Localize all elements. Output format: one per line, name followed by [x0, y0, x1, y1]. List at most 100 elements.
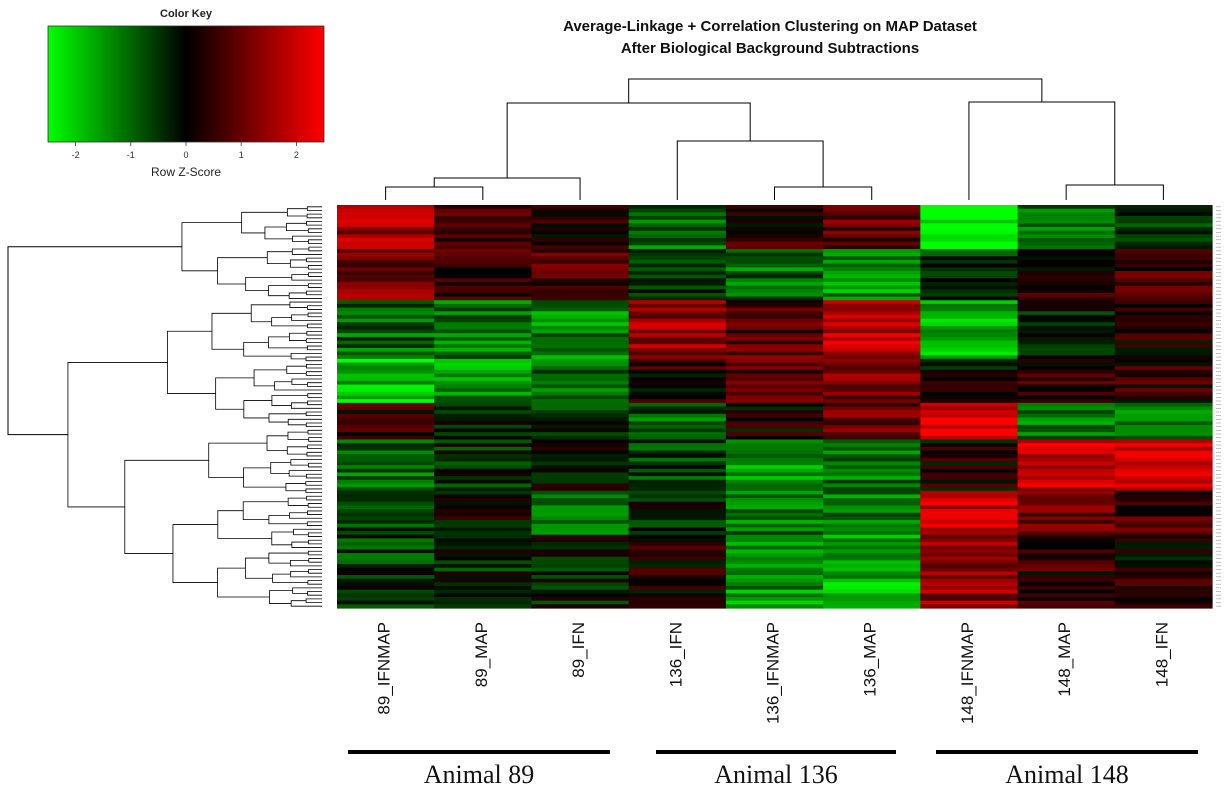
heatmap-cell	[725, 369, 824, 375]
heatmap-cell	[531, 578, 630, 583]
heatmap-cell	[1114, 263, 1213, 268]
heatmap-cell	[628, 292, 727, 298]
heatmap-cell	[920, 432, 1019, 437]
heatmap-cell	[1114, 351, 1213, 356]
heatmap-cell	[531, 509, 630, 514]
heatmap-cell	[337, 523, 435, 528]
heatmap-cell	[1017, 391, 1116, 397]
row-dendrogram-link	[287, 431, 309, 440]
heatmap-cell	[337, 490, 435, 496]
heatmap-cell	[823, 318, 921, 323]
heatmap-cell	[1114, 223, 1213, 228]
heatmap-cell	[920, 586, 1019, 591]
heatmap-cell	[920, 325, 1019, 331]
heatmap-cell	[531, 600, 630, 605]
heatmap-cell	[434, 498, 533, 503]
heatmap-cell	[337, 465, 435, 470]
heatmap-cell	[337, 498, 435, 503]
heatmap-cell	[531, 490, 630, 496]
heatmap-cell	[1114, 516, 1213, 521]
row-dendrogram-link	[307, 265, 322, 270]
heatmap-cell	[434, 553, 533, 558]
heatmap-cell	[823, 428, 921, 433]
heatmap-cell	[337, 406, 435, 411]
heatmap-cell	[920, 223, 1019, 228]
heatmap-cell	[337, 443, 435, 448]
heatmap-cell	[823, 424, 921, 430]
heatmap-cell	[531, 205, 630, 210]
heatmap-cell	[725, 358, 824, 364]
heatmap-cell	[434, 289, 533, 294]
heatmap-cell	[920, 424, 1019, 430]
row-dendrogram-link	[215, 377, 255, 410]
heatmap-cell	[628, 435, 727, 441]
heatmap-cell	[1017, 333, 1116, 338]
row-dendrogram-link	[288, 292, 322, 299]
heatmap-cell	[337, 479, 435, 485]
heatmap-cell	[823, 567, 921, 572]
heatmap-cell	[1114, 439, 1213, 444]
heatmap-cell	[337, 560, 435, 565]
row-dendrogram-link	[307, 532, 322, 537]
heatmap-cell	[1017, 402, 1116, 408]
heatmap-cell	[628, 380, 727, 386]
heatmap-cell	[628, 226, 727, 232]
heatmap-cell	[725, 208, 824, 213]
heatmap-cell	[434, 402, 533, 408]
heatmap-cell	[1017, 307, 1116, 312]
row-dendrogram-link	[243, 341, 292, 357]
column-dendrogram-link	[1065, 184, 1164, 200]
heatmap-cell	[1114, 564, 1213, 569]
heatmap-cell	[531, 307, 630, 312]
heatmap-cell	[725, 487, 824, 492]
heatmap-cell	[628, 285, 727, 290]
heatmap-cell	[1114, 509, 1213, 514]
heatmap-cell	[1114, 432, 1213, 437]
row-dendrogram-link	[244, 557, 273, 579]
heatmap-cell	[337, 369, 435, 375]
heatmap-cell	[1017, 406, 1116, 411]
heatmap-cell	[1114, 336, 1213, 342]
heatmap-cell	[628, 388, 727, 393]
heatmap-cell	[434, 388, 533, 393]
row-dendrogram-link	[217, 257, 268, 285]
heatmap-cell	[920, 516, 1019, 521]
heatmap-cell	[920, 443, 1019, 448]
heatmap-cell	[1114, 593, 1213, 598]
heatmap-cell	[725, 303, 824, 309]
heatmap-cell	[1017, 578, 1116, 583]
heatmap-cell	[531, 432, 630, 437]
heatmap-cell	[823, 472, 921, 477]
heatmap-cell	[920, 571, 1019, 576]
heatmap-cell	[725, 300, 824, 305]
heatmap-cell	[434, 333, 533, 338]
heatmap-cell	[531, 245, 630, 250]
heatmap-cell	[1017, 369, 1116, 375]
heatmap-cell	[337, 223, 435, 228]
heatmap-cell	[1017, 296, 1116, 301]
heatmap-cell	[920, 501, 1019, 507]
heatmap-cell	[628, 468, 727, 474]
heatmap-cell	[337, 402, 435, 408]
row-dendrogram-link	[305, 371, 322, 376]
heatmap-cell	[531, 292, 630, 298]
heatmap-cell	[628, 589, 727, 594]
heatmap-cell	[823, 520, 921, 525]
column-label: 148_IFNMAP	[958, 622, 977, 724]
heatmap-cell	[434, 417, 533, 422]
heatmap-cell	[628, 333, 727, 338]
row-dendrogram-link	[291, 541, 322, 548]
heatmap-cell	[337, 413, 435, 419]
heatmap-cell	[725, 505, 824, 510]
heatmap-cell	[434, 446, 533, 452]
heatmap-cell	[920, 395, 1019, 400]
heatmap-cell	[1017, 479, 1116, 485]
heatmap-cell	[1114, 215, 1213, 221]
heatmap-cell	[434, 479, 533, 485]
heatmap-cell	[725, 259, 824, 265]
heatmap-cell	[531, 237, 630, 243]
heatmap-cell	[1017, 410, 1116, 415]
heatmap-cell	[823, 336, 921, 342]
heatmap-cell	[823, 545, 921, 550]
heatmap-cell	[823, 479, 921, 485]
